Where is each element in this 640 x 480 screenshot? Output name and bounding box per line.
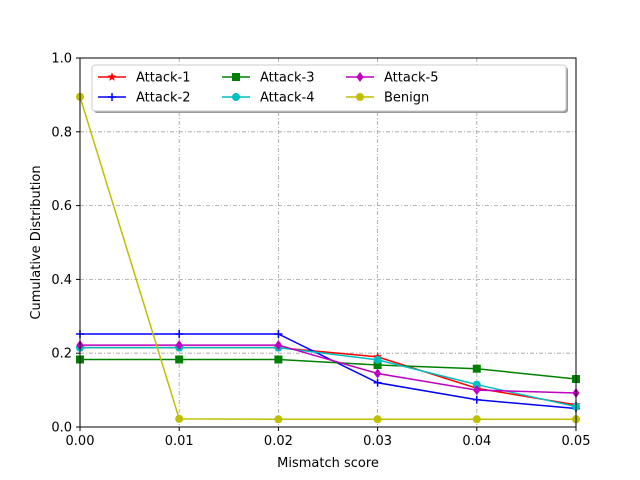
series-line bbox=[80, 333, 577, 410]
data-point-marker bbox=[232, 93, 240, 101]
y-tick-label: 0.2 bbox=[51, 347, 72, 362]
data-point-marker bbox=[175, 340, 183, 351]
data-point-marker bbox=[274, 330, 283, 339]
data-point-marker bbox=[472, 415, 481, 424]
data-point-marker bbox=[108, 93, 116, 101]
data-point-marker bbox=[473, 385, 481, 396]
y-tick-label: 0.0 bbox=[51, 421, 72, 436]
series-line bbox=[80, 346, 577, 408]
data-point-marker bbox=[175, 330, 184, 339]
legend: Attack-1 Attack-2 Attack-3 Attack-4 Attack-5… bbox=[91, 64, 568, 113]
series-attack-4 bbox=[76, 343, 580, 411]
y-tick-label: 1.0 bbox=[51, 52, 72, 67]
x-axis-label: Mismatch score bbox=[277, 456, 379, 471]
legend-box bbox=[91, 64, 567, 112]
data-point-marker bbox=[107, 72, 117, 81]
data-point-marker bbox=[175, 355, 184, 364]
data-point-marker bbox=[274, 415, 283, 424]
x-tick-label: 0.03 bbox=[363, 434, 392, 449]
y-tick-label: 0.6 bbox=[51, 199, 72, 214]
y-tick-label: 0.8 bbox=[51, 125, 72, 140]
data-point-marker bbox=[472, 380, 481, 389]
legend-label: Attack-5 bbox=[384, 71, 438, 86]
series-line bbox=[80, 344, 577, 394]
series-line bbox=[80, 358, 577, 380]
data-point-marker bbox=[373, 355, 382, 364]
y-tick-label: 0.4 bbox=[51, 273, 72, 288]
x-tick-label: 0.01 bbox=[165, 434, 194, 449]
series-line bbox=[79, 96, 576, 421]
legend-label: Attack-2 bbox=[136, 91, 190, 106]
data-point-marker bbox=[374, 368, 382, 379]
legend-label: Attack-3 bbox=[260, 71, 314, 86]
data-point-marker bbox=[472, 395, 481, 404]
legend-label: Benign bbox=[384, 91, 429, 106]
data-point-marker bbox=[356, 72, 364, 82]
series-attack-1 bbox=[75, 342, 581, 409]
legend-item-attack-3: Attack-3 bbox=[222, 71, 314, 86]
y-axis-label: Cumulative Distribution bbox=[29, 165, 44, 319]
plot-frame bbox=[79, 57, 577, 428]
axis-ticks: 0.00 0.01 0.02 0.03 0.04 0.05 0.0 0.2 0.4 0.6 0.8 1… bbox=[51, 52, 590, 450]
legend-item-attack-2: Attack-2 bbox=[98, 91, 190, 106]
series-attack-5 bbox=[76, 340, 580, 399]
legend-item-attack-5: Attack-5 bbox=[346, 71, 438, 86]
x-tick-label: 0.00 bbox=[66, 434, 95, 449]
legend-label: Attack-4 bbox=[260, 91, 314, 106]
data-point-marker bbox=[472, 364, 481, 373]
data-point-marker bbox=[274, 355, 283, 364]
x-tick-label: 0.02 bbox=[264, 434, 293, 449]
legend-label: Attack-1 bbox=[136, 71, 190, 86]
data-point-marker bbox=[356, 93, 364, 101]
data-point-marker bbox=[373, 415, 382, 424]
x-tick-label: 0.04 bbox=[462, 434, 491, 449]
data-point-marker bbox=[232, 73, 240, 81]
legend-item-attack-4: Attack-4 bbox=[222, 91, 314, 106]
legend-item-benign: Benign bbox=[346, 91, 429, 106]
series-benign bbox=[76, 92, 580, 424]
series-group bbox=[75, 92, 581, 424]
data-point-marker bbox=[274, 340, 282, 351]
x-tick-label: 0.05 bbox=[562, 434, 591, 449]
data-point-marker bbox=[373, 378, 382, 387]
series-line bbox=[80, 346, 577, 406]
data-point-marker bbox=[373, 361, 382, 370]
legend-item-attack-1: Attack-1 bbox=[98, 71, 190, 86]
data-point-marker bbox=[175, 414, 184, 423]
